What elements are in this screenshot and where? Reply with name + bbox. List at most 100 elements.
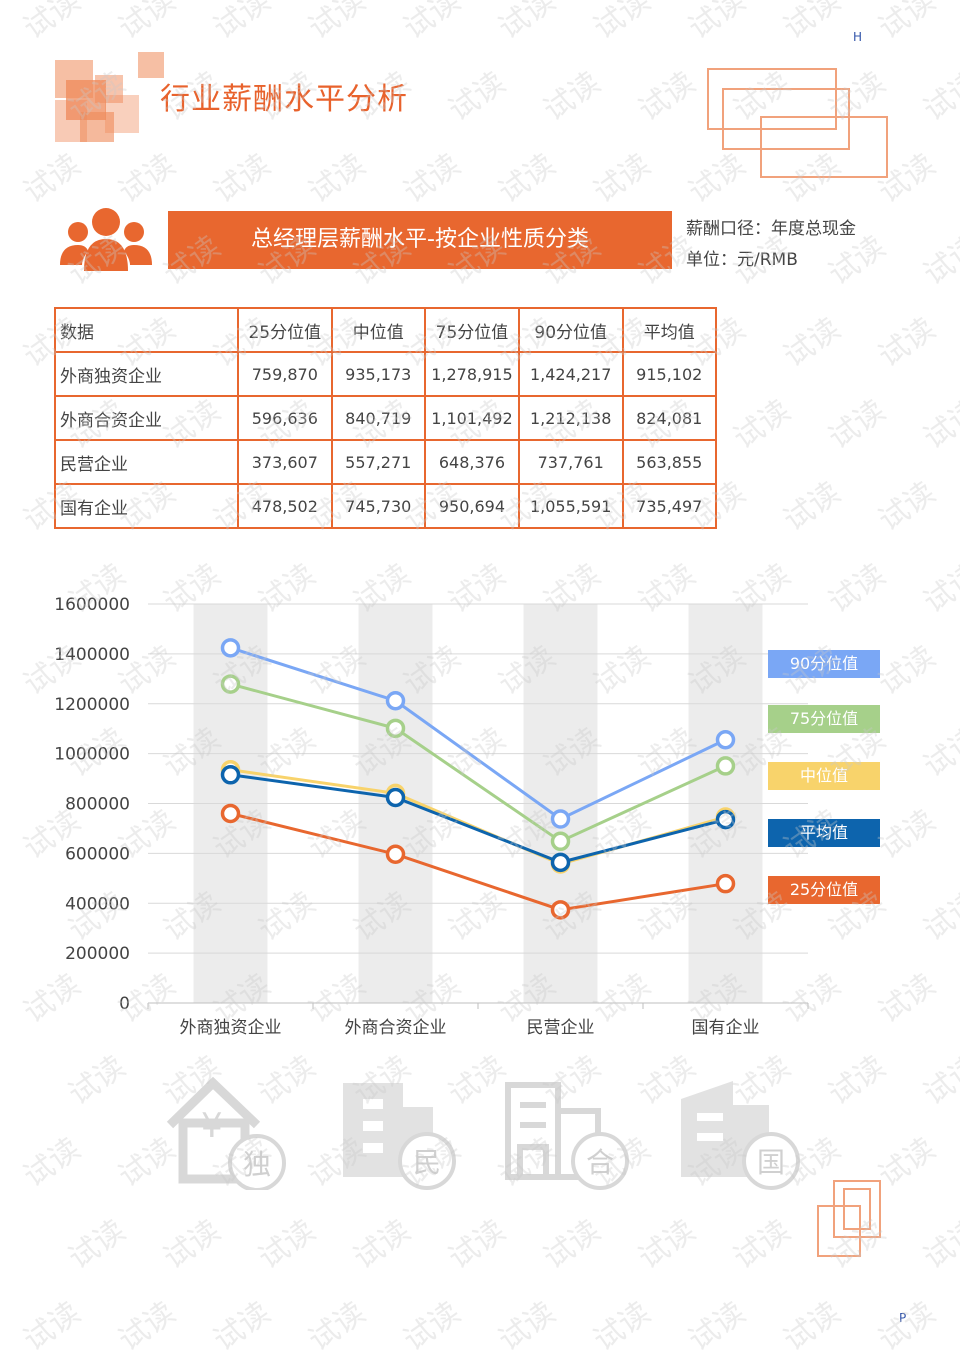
section-banner: 总经理层薪酬水平-按企业性质分类 xyxy=(168,211,672,269)
data-point xyxy=(715,809,736,830)
compensation-scope: 薪酬口径：年度总现金 xyxy=(686,219,856,239)
table-row: 外商独资企业 759,870 935,173 1,278,915 1,424,2… xyxy=(53,351,718,397)
data-point xyxy=(385,787,406,808)
watermark-text: 试读 xyxy=(17,1295,87,1359)
watermark-text: 试读 xyxy=(872,0,942,47)
joint-venture-building-icon: 合 xyxy=(505,1082,629,1190)
watermark-text: 试读 xyxy=(302,147,372,211)
watermark-text: 试读 xyxy=(207,147,277,211)
table-cell: 外商独资企业 xyxy=(53,351,240,397)
watermark-text: 试读 xyxy=(17,1131,87,1195)
table-cell: 1,101,492 xyxy=(423,395,520,441)
currency-unit: 单位：元/RMB xyxy=(686,250,798,270)
watermark-text: 试读 xyxy=(682,0,752,47)
table-header: 数据 xyxy=(53,307,240,353)
table-cell: 840,719 xyxy=(330,395,426,441)
watermark-text: 试读 xyxy=(822,393,892,457)
joint-venture-label: 合 xyxy=(586,1146,614,1179)
table-cell: 563,855 xyxy=(621,439,718,485)
watermark-text: 试读 xyxy=(157,1213,227,1277)
table-cell: 1,055,591 xyxy=(517,483,624,529)
data-point xyxy=(220,803,241,824)
salary-line-chart: 0 200000 400000 600000 800000 1000000 1200000 1… xyxy=(54,595,809,1038)
legend-item: 中位值 xyxy=(768,762,880,790)
corner-marker-bottom: P xyxy=(899,1311,907,1325)
data-point xyxy=(385,844,406,864)
series-line xyxy=(230,682,727,844)
state-owned-label: 国 xyxy=(757,1146,785,1179)
x-tick-label: 民营企业 xyxy=(527,1018,595,1038)
data-point xyxy=(715,873,736,894)
private-building-icon: 民 xyxy=(343,1083,456,1190)
watermark-text: 试读 xyxy=(252,1213,322,1277)
watermark-text: 试读 xyxy=(917,1213,960,1277)
table-cell: 596,636 xyxy=(237,395,333,441)
table-cell: 735,497 xyxy=(621,483,718,529)
table-row: 国有企业 478,502 745,730 950,694 1,055,591 7… xyxy=(53,483,718,529)
watermark-text: 试读 xyxy=(632,65,702,129)
table-cell: 915,102 xyxy=(621,351,718,397)
table-row: 外商合资企业 596,636 840,719 1,101,492 1,212,1… xyxy=(53,395,718,441)
data-point xyxy=(715,730,736,750)
table-cell: 373,607 xyxy=(237,439,333,485)
watermark-text: 试读 xyxy=(682,1295,752,1359)
foreign-owned-house-icon: ¥ 独 xyxy=(166,1076,286,1190)
table-cell: 737,761 xyxy=(517,439,624,485)
watermark-text: 试读 xyxy=(112,147,182,211)
private-label: 民 xyxy=(413,1146,441,1179)
watermark-text: 试读 xyxy=(62,1213,132,1277)
watermark-text: 试读 xyxy=(302,0,372,47)
y-tick-label: 400000 xyxy=(65,894,130,914)
watermark-text: 试读 xyxy=(537,1213,607,1277)
watermark-text: 试读 xyxy=(587,147,657,211)
y-tick-label: 0 xyxy=(119,994,130,1014)
watermark-text: 试读 xyxy=(442,65,512,129)
y-tick-label: 1600000 xyxy=(54,595,130,615)
series-line xyxy=(230,812,726,912)
watermark-text: 试读 xyxy=(537,65,607,129)
y-tick-label: 200000 xyxy=(65,944,130,964)
legend-item: 平均值 xyxy=(768,819,880,847)
watermark-text: 试读 xyxy=(727,1213,797,1277)
watermark-text: 试读 xyxy=(492,1295,562,1359)
watermark-text: 试读 xyxy=(17,147,87,211)
watermark-text: 试读 xyxy=(587,1295,657,1359)
watermark-text: 试读 xyxy=(727,393,797,457)
svg-text:¥: ¥ xyxy=(201,1106,223,1146)
legend-item: 25分位值 xyxy=(768,876,880,904)
table-cell: 950,694 xyxy=(423,483,520,529)
salary-table: 数据 25分位值 中位值 75分位值 90分位值 平均值 外商独资企业 759,… xyxy=(53,307,718,529)
table-cell: 外商合资企业 xyxy=(53,395,240,441)
table-cell: 557,271 xyxy=(330,439,426,485)
series-line xyxy=(230,773,726,864)
table-cell: 759,870 xyxy=(237,351,333,397)
watermark-text: 试读 xyxy=(917,393,960,457)
x-tick-label: 外商合资企业 xyxy=(345,1018,447,1038)
watermark-text: 试读 xyxy=(632,1213,702,1277)
watermark-text: 试读 xyxy=(777,0,847,47)
data-point xyxy=(550,852,571,873)
table-cell: 1,424,217 xyxy=(517,351,624,397)
table-cell: 745,730 xyxy=(330,483,426,529)
foreign-owned-label: 独 xyxy=(243,1148,271,1181)
watermark-text: 试读 xyxy=(207,0,277,47)
watermark-text: 试读 xyxy=(917,1049,960,1113)
table-header: 平均值 xyxy=(621,307,718,353)
legend-item: 75分位值 xyxy=(768,705,880,733)
data-point xyxy=(715,756,736,776)
data-point xyxy=(385,690,406,711)
data-point xyxy=(550,831,571,852)
corner-marker-top: H xyxy=(853,30,863,44)
table-cell: 国有企业 xyxy=(53,483,240,529)
table-header: 90分位值 xyxy=(517,307,624,353)
table-cell: 935,173 xyxy=(330,351,426,397)
watermark-text: 试读 xyxy=(397,0,467,47)
watermark-text: 试读 xyxy=(302,1295,372,1359)
table-header: 中位值 xyxy=(330,307,426,353)
table-header-row: 数据 25分位值 中位值 75分位值 90分位值 平均值 xyxy=(53,307,718,353)
watermark-text: 试读 xyxy=(822,1049,892,1113)
data-point xyxy=(550,809,571,829)
watermark-text: 试读 xyxy=(917,65,960,129)
watermark-text: 试读 xyxy=(397,1295,467,1359)
watermark-text: 试读 xyxy=(872,311,942,375)
